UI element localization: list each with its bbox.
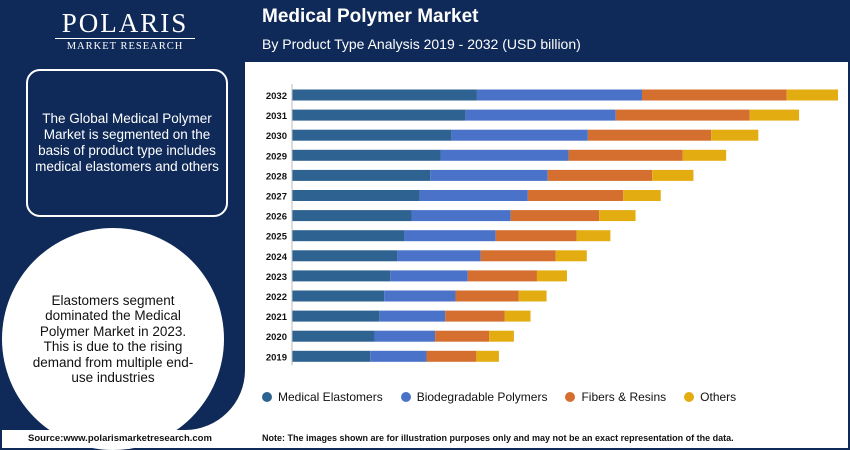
tick-label-2031: 2031	[266, 111, 288, 122]
legend-item-1: Biodegradable Polymers	[400, 390, 548, 404]
bar-2024-series-2	[480, 250, 556, 262]
segment-info-text: The Global Medical Polymer Market is seg…	[35, 111, 219, 174]
bar-2019-series-2	[426, 350, 477, 362]
tick-label-2030: 2030	[266, 131, 287, 142]
bar-2023-series-3	[536, 270, 567, 282]
bar-2019-series-3	[476, 350, 499, 362]
bar-2020-series-0	[292, 330, 375, 342]
tick-label-2021: 2021	[266, 312, 288, 323]
bar-2024-series-3	[555, 250, 587, 262]
bar-2020-series-3	[489, 330, 514, 342]
tick-label-2026: 2026	[266, 212, 287, 223]
tick-label-2028: 2028	[266, 171, 287, 182]
bar-2026-series-2	[510, 210, 600, 222]
bar-2025-series-3	[576, 230, 611, 242]
bar-2025-series-1	[404, 230, 496, 242]
tick-label-2025: 2025	[266, 232, 288, 243]
left-panel: POLARIS MARKET RESEARCH The Global Medic…	[0, 0, 245, 450]
legend-item-2: Fibers & Resins	[565, 390, 666, 404]
source-text: Source:www.polarismarketresearch.com	[28, 433, 212, 444]
bar-2027-series-1	[419, 190, 528, 201]
bar-2031-series-2	[615, 109, 750, 121]
bar-2026-series-1	[411, 210, 511, 222]
bar-2032-series-0	[292, 89, 477, 101]
bar-2021-series-3	[504, 310, 531, 322]
bar-2032-series-1	[476, 89, 643, 101]
tick-label-2027: 2027	[266, 192, 287, 203]
tick-label-2023: 2023	[266, 272, 287, 283]
bar-2027-series-2	[527, 190, 624, 201]
legend-swatch-1	[400, 392, 411, 402]
legend-swatch-2	[565, 392, 576, 402]
stacked-bar-chart: 2032 2031 2030 2029 2028 2027 2026 2025 2024 2023…	[266, 84, 838, 366]
bar-2022-series-2	[455, 290, 519, 302]
logo-name: POLARIS	[61, 8, 189, 38]
bar-2029-series-2	[568, 149, 683, 161]
tick-label-2020: 2020	[266, 332, 287, 343]
bar-2028-series-0	[292, 169, 431, 181]
chart-legend: Medical Elastomers Biodegradable Polymers…	[262, 390, 754, 404]
legend-item-3: Others	[684, 390, 736, 404]
bar-2019-series-1	[370, 350, 427, 362]
bar-2031-series-1	[465, 109, 616, 121]
bar-2031-series-0	[292, 109, 466, 121]
logo-subtitle: MARKET RESEARCH	[55, 38, 195, 52]
bar-2020-series-1	[374, 330, 436, 342]
bar-2030-series-0	[292, 129, 452, 141]
tick-label-2032: 2032	[266, 91, 287, 102]
bar-2032-series-2	[642, 89, 787, 101]
bar-2029-series-1	[440, 149, 569, 161]
bar-2027-series-3	[623, 190, 661, 201]
legend-label-3: Others	[700, 390, 737, 404]
chart-subtitle: By Product Type Analysis 2019 - 2032 (US…	[262, 36, 581, 52]
bar-2021-series-0	[292, 310, 380, 322]
tick-label-2022: 2022	[266, 292, 287, 303]
bar-2020-series-2	[435, 330, 490, 342]
bar-2022-series-3	[518, 290, 547, 302]
bar-2029-series-3	[682, 149, 727, 161]
bar-2025-series-2	[495, 230, 577, 242]
bar-2030-series-3	[711, 129, 759, 141]
bar-2028-series-3	[652, 169, 694, 181]
header-band	[245, 0, 850, 62]
bar-2019-series-0	[292, 350, 371, 362]
bar-2027-series-0	[292, 190, 420, 201]
bar-2023-series-2	[467, 270, 537, 282]
legend-item-0: Medical Elastomers	[262, 390, 383, 404]
bar-2024-series-0	[292, 250, 398, 262]
bar-2021-series-2	[445, 310, 505, 322]
legend-label-2: Fibers & Resins	[581, 390, 667, 404]
bar-2030-series-1	[451, 129, 588, 141]
bar-2029-series-0	[292, 149, 441, 161]
bar-2032-series-3	[786, 89, 838, 101]
legend-swatch-0	[262, 392, 272, 402]
chart-title: Medical Polymer Market	[262, 6, 479, 27]
bar-2021-series-1	[379, 310, 446, 322]
bar-2023-series-1	[390, 270, 468, 282]
legend-swatch-3	[684, 392, 695, 402]
insight-text: Elastomers segment dominated the Medical…	[32, 292, 194, 386]
bar-2030-series-2	[587, 129, 712, 141]
bar-2022-series-0	[292, 290, 385, 302]
bar-2028-series-1	[430, 169, 548, 181]
bar-2031-series-3	[749, 109, 800, 121]
bar-2028-series-2	[547, 169, 653, 181]
segment-info-box: The Global Medical Polymer Market is seg…	[26, 69, 228, 217]
disclaimer-note: Note: The images shown are for illustrat…	[262, 433, 734, 443]
bar-2022-series-1	[384, 290, 456, 302]
tick-label-2019: 2019	[266, 352, 287, 363]
insight-circle: Elastomers segment dominated the Medical…	[2, 228, 224, 450]
bar-2026-series-0	[292, 210, 412, 222]
legend-label-1: Biodegradable Polymers	[416, 390, 548, 404]
polaris-logo: POLARIS MARKET RESEARCH	[55, 8, 195, 52]
bar-2023-series-0	[292, 270, 391, 282]
bar-2026-series-3	[599, 210, 636, 222]
tick-label-2029: 2029	[266, 151, 287, 162]
legend-label-0: Medical Elastomers	[278, 390, 383, 404]
bar-2025-series-0	[292, 230, 405, 242]
tick-label-2024: 2024	[266, 252, 288, 263]
bar-2024-series-1	[397, 250, 481, 262]
